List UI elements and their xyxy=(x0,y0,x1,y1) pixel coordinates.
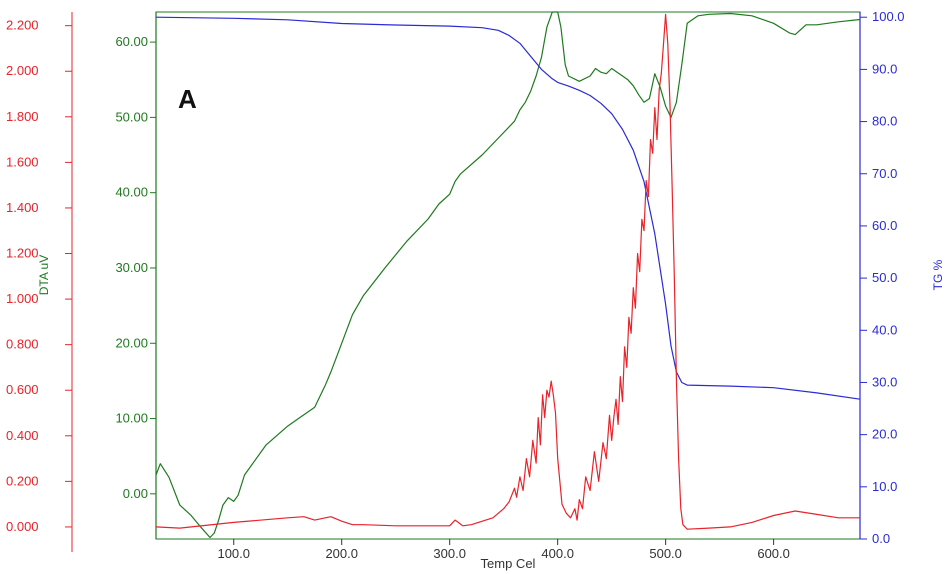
dtg-tick-label: 0.400 xyxy=(6,428,39,443)
dta-tick-label: 40.00 xyxy=(115,185,148,200)
tg-axis: TG % 0.0 10.0 20.0 30.0 40.0 50.0 60.0 70.0 80.0… xyxy=(859,9,945,546)
tg-tick-label: 70.0 xyxy=(872,166,897,181)
dta-tick-label: 10.00 xyxy=(115,411,148,426)
tg-tick-label: 20.0 xyxy=(872,427,897,442)
dtg-tick-label: 0.800 xyxy=(6,337,39,352)
tg-tick-label: 100.0 xyxy=(872,9,905,24)
x-tick-label: 100.0 xyxy=(217,546,250,561)
x-tick-label: 400.0 xyxy=(541,546,574,561)
dtg-tick-label: 2.000 xyxy=(6,63,39,78)
dta-tick-label: 20.00 xyxy=(115,335,148,350)
panel-label: A xyxy=(178,84,197,114)
tg-tick-label: 40.0 xyxy=(872,322,897,337)
dta-series-line xyxy=(155,11,861,539)
dtg-tick-label: 0.600 xyxy=(6,382,39,397)
dtg-tick-label: 1.000 xyxy=(6,291,39,306)
tg-tick-label: 10.0 xyxy=(872,479,897,494)
tg-series-line xyxy=(155,16,861,400)
plot-frame xyxy=(155,11,861,540)
dtg-tick-label: 2.200 xyxy=(6,18,39,33)
dtg-tick-label: 1.800 xyxy=(6,109,39,124)
x-tick-label: 500.0 xyxy=(649,546,682,561)
tg-tick-label: 60.0 xyxy=(872,218,897,233)
x-axis-label: Temp Cel xyxy=(481,556,536,571)
dtg-axis: 0.000 0.200 0.400 0.600 0.800 1.000 1.200 1.400… xyxy=(6,12,73,552)
dta-tick-label: 0.00 xyxy=(123,486,148,501)
dta-axis-label: DTA uV xyxy=(37,255,51,295)
x-tick-label: 200.0 xyxy=(325,546,358,561)
tg-tick-label: 50.0 xyxy=(872,270,897,285)
dtg-tick-label: 1.400 xyxy=(6,200,39,215)
dtg-tick-label: 1.200 xyxy=(6,246,39,261)
tg-tick-label: 30.0 xyxy=(872,374,897,389)
tg-tick-label: 0.0 xyxy=(872,531,890,546)
dtg-tick-label: 1.600 xyxy=(6,154,39,169)
dta-tick-label: 60.00 xyxy=(115,34,148,49)
dtg-tick-label: 0.000 xyxy=(6,519,39,534)
tg-tick-label: 80.0 xyxy=(872,114,897,129)
tg-tick-label: 90.0 xyxy=(872,61,897,76)
dta-tick-label: 30.00 xyxy=(115,260,148,275)
dtg-series-line xyxy=(155,13,860,530)
tg-axis-label: TG % xyxy=(931,259,945,290)
x-tick-label: 600.0 xyxy=(757,546,790,561)
x-tick-label: 300.0 xyxy=(433,546,466,561)
dta-axis: DTA uV 0.00 10.00 20.00 30.00 40.00 50.00 60.0… xyxy=(37,12,157,539)
dta-tick-label: 50.00 xyxy=(115,109,148,124)
series-group xyxy=(155,11,861,539)
x-axis: Temp Cel 100.0 200.0 300.0 400.0 500.0 600.0 xyxy=(217,539,790,571)
dtg-tick-label: 0.200 xyxy=(6,473,39,488)
